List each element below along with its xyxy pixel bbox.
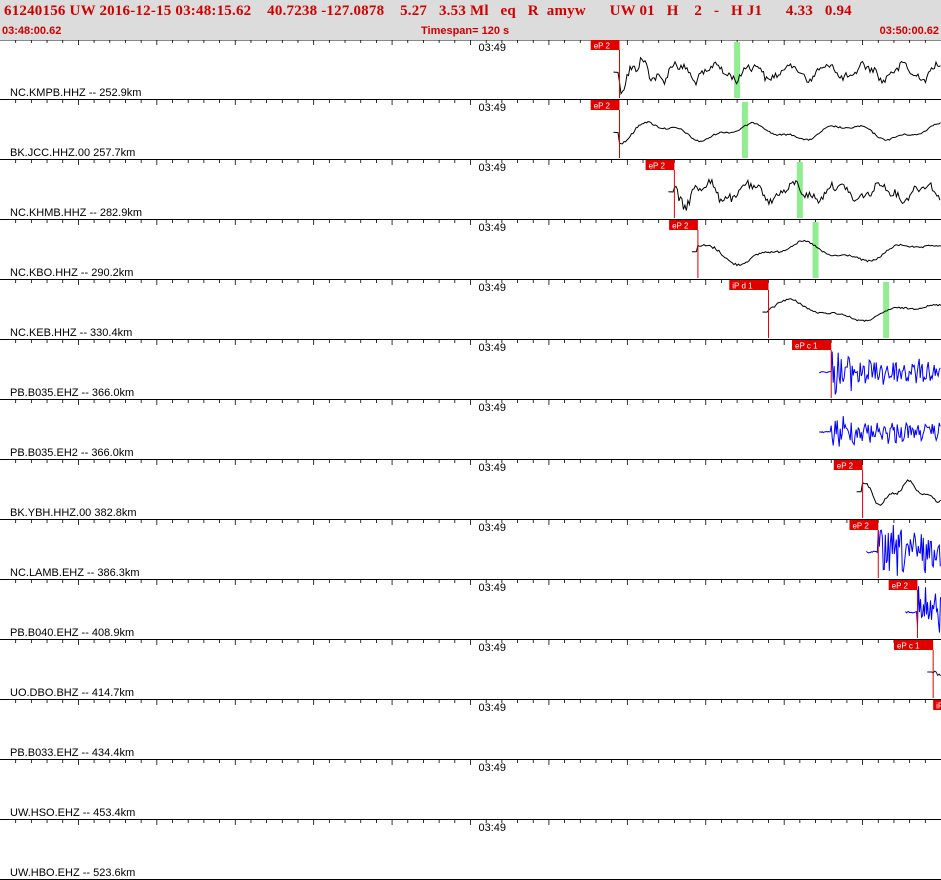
p-pick-label: eP c 1 — [897, 642, 920, 651]
event-header: 61240156 UW 2016-12-15 03:48:15.62 40.72… — [0, 0, 941, 41]
waveform-trace — [691, 239, 941, 267]
minute-label: 03:49 — [479, 702, 507, 714]
station-label: UW.HSO.EHZ -- 453.4km — [10, 807, 135, 819]
p-pick-flag — [645, 160, 675, 170]
p-pick-label: iP c 1 — [936, 702, 941, 711]
waveform-trace — [905, 586, 941, 633]
waveform-trace — [613, 121, 941, 145]
s-window-marker — [883, 282, 890, 338]
station-label: NC.LAMB.EHZ -- 386.3km — [10, 567, 140, 579]
p-pick-label: eP 2 — [892, 582, 909, 591]
p-pick-label: eP 2 — [672, 222, 689, 231]
station-label: PB.B040.EHZ -- 408.9km — [10, 627, 134, 639]
station-label: NC.KMPB.HHZ -- 252.9km — [10, 87, 141, 99]
trace-panel: 03:49 eP 2 NC.KMPB.HHZ -- 252.9km 03:49 eP 2… — [0, 40, 941, 880]
minute-label: 03:49 — [479, 282, 507, 294]
station-label: PB.B033.EHZ -- 434.4km — [10, 747, 134, 759]
minute-label: 03:49 — [479, 42, 507, 54]
p-pick-flag — [590, 100, 620, 110]
minute-label: 03:49 — [479, 162, 507, 174]
s-window-marker — [812, 222, 819, 278]
waveform-trace — [668, 177, 941, 211]
minute-label: 03:49 — [479, 102, 507, 114]
p-pick-label: eP 2 — [594, 102, 611, 111]
station-label: PB.B035.EH2 -- 366.0km — [10, 447, 134, 459]
minute-label: 03:49 — [479, 342, 507, 354]
station-label: UO.DBO.BHZ -- 414.7km — [10, 687, 134, 699]
station-label: BK.YBH.HHZ.00 382.8km — [10, 507, 137, 519]
minute-label: 03:49 — [479, 582, 507, 594]
p-pick-flag — [729, 280, 769, 290]
waveform-trace — [819, 351, 941, 395]
p-pick-flag — [669, 220, 698, 230]
station-label: NC.KBO.HHZ -- 290.2km — [10, 267, 133, 279]
s-window-marker — [734, 42, 741, 98]
minute-label: 03:49 — [479, 462, 507, 474]
s-window-marker — [741, 102, 748, 158]
minute-label: 03:49 — [479, 642, 507, 654]
station-label: UW.HBO.EHZ -- 523.6km — [10, 867, 135, 879]
minute-label: 03:49 — [479, 522, 507, 534]
station-label: NC.KHMB.HHZ -- 282.9km — [10, 207, 142, 219]
waveform-trace — [866, 524, 941, 576]
minute-label: 03:49 — [479, 222, 507, 234]
station-label: NC.KEB.HHZ -- 330.4km — [10, 327, 132, 339]
p-pick-label: eP c 1 — [795, 342, 818, 351]
timespan-label: Timespan= 120 s — [421, 25, 510, 37]
p-pick-label: iP d 1 — [732, 282, 753, 291]
waveform-trace — [613, 56, 941, 96]
p-pick-flag — [849, 520, 879, 530]
p-pick-flag — [893, 640, 934, 650]
minute-label: 03:49 — [479, 402, 507, 414]
waveform-trace — [856, 479, 941, 506]
waveform-trace — [819, 416, 941, 447]
p-pick-label: eP 2 — [594, 42, 611, 51]
start-time: 03:48:00.62 — [2, 25, 62, 37]
p-pick-flag — [792, 340, 832, 350]
waveform-trace — [927, 670, 941, 677]
p-pick-flag — [590, 40, 620, 50]
p-pick-label: eP 2 — [649, 162, 666, 171]
p-pick-flag — [933, 700, 941, 710]
p-pick-label: eP 2 — [837, 462, 854, 471]
station-label: PB.B035.EHZ -- 366.0km — [10, 387, 134, 399]
p-pick-label: eP 2 — [852, 522, 869, 531]
waveform-trace — [762, 298, 941, 322]
p-pick-flag — [888, 580, 918, 590]
p-pick-flag — [833, 460, 863, 470]
end-time: 03:50:00.62 — [879, 25, 939, 37]
minute-label: 03:49 — [479, 762, 507, 774]
station-label: BK.JCC.HHZ.00 257.7km — [10, 147, 135, 159]
event-summary: 61240156 UW 2016-12-15 03:48:15.62 40.72… — [4, 3, 852, 19]
minute-label: 03:49 — [479, 822, 507, 834]
